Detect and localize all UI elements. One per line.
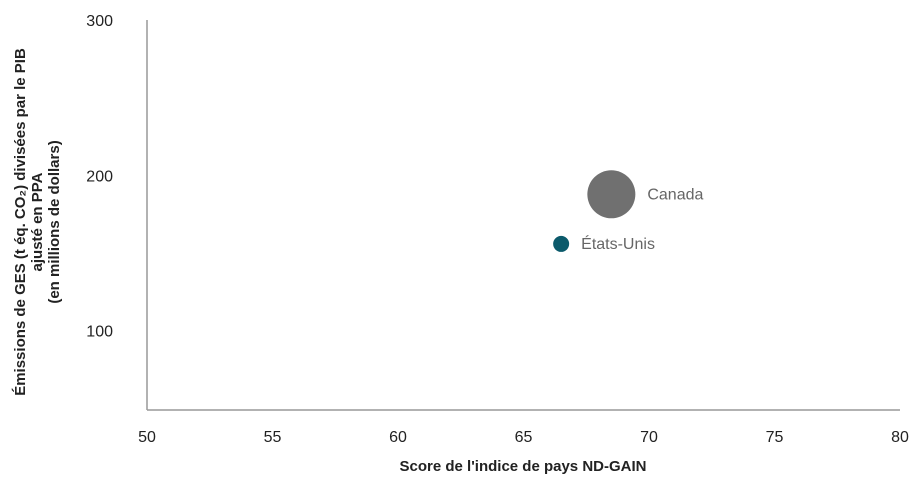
point-label: Canada	[647, 186, 703, 203]
y-axis-title-line: ajusté en PPA	[29, 172, 46, 271]
x-tick-label: 80	[891, 429, 909, 446]
x-axis-title: Score de l'indice de pays ND-GAIN	[400, 458, 647, 475]
y-axis-title: Émissions de GES (t éq. CO₂) divisées pa…	[12, 48, 63, 396]
y-tick-label: 300	[86, 13, 113, 30]
y-axis-title-line: (en millions de dollars)	[46, 140, 63, 303]
y-axis-title-line: Émissions de GES (t éq. CO₂) divisées pa…	[12, 48, 29, 396]
x-tick-label: 50	[138, 429, 156, 446]
point-label: États-Unis	[581, 234, 655, 253]
bubble	[553, 235, 570, 252]
x-tick-label: 70	[640, 429, 658, 446]
x-tick-label: 75	[766, 429, 784, 446]
x-tick-label: 65	[515, 429, 533, 446]
bubble	[587, 170, 636, 219]
y-tick-label: 200	[86, 168, 113, 185]
x-tick-label: 55	[264, 429, 282, 446]
x-tick-label: 60	[389, 429, 407, 446]
y-tick-label: 100	[86, 324, 113, 341]
